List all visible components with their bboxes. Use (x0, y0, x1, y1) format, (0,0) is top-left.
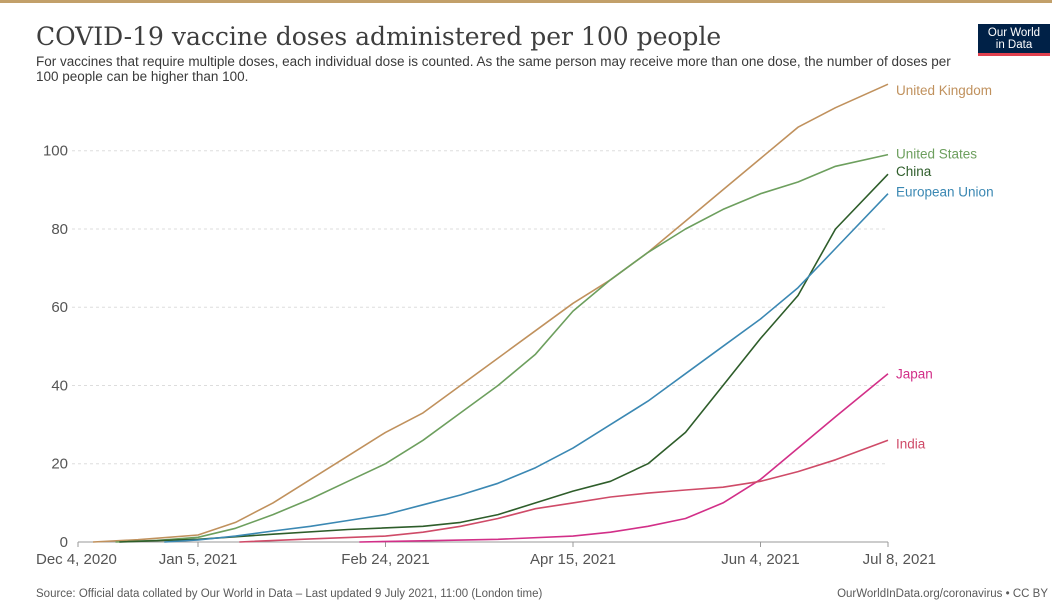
y-tick-label: 80 (51, 221, 68, 238)
series-label-india: India (896, 436, 926, 451)
series-label-china: China (896, 164, 932, 179)
y-tick-label: 60 (51, 299, 68, 316)
series-line-united-states[interactable] (115, 153, 889, 543)
series-labels: United Kingdom United States China European… (896, 83, 994, 451)
y-axis-tick-labels: 0 20 40 60 80 100 (43, 143, 68, 551)
series-line-japan[interactable] (359, 373, 889, 543)
x-tick-label: Jan 5, 2021 (159, 551, 237, 568)
logo-line-2: in Data (995, 39, 1033, 51)
x-tick-label: Feb 24, 2021 (341, 551, 429, 568)
y-tick-label: 20 (51, 456, 68, 473)
y-tick-label: 0 (60, 534, 68, 551)
x-tick-label: Jul 8, 2021 (863, 551, 936, 568)
chart-title: COVID-19 vaccine doses administered per … (36, 22, 722, 51)
footer-link[interactable]: OurWorldInData.org/coronavirus • CC BY (837, 588, 1048, 600)
series-label-european-union: European Union (896, 185, 994, 200)
series-label-japan: Japan (896, 367, 933, 382)
x-axis-tick-labels: Dec 4, 2020 Jan 5, 2021 Feb 24, 2021 Apr 15… (36, 542, 936, 568)
top-rule (0, 0, 1052, 3)
owid-logo[interactable]: Our World in Data (978, 24, 1050, 56)
footer-source: Source: Official data collated by Our Wo… (36, 588, 543, 600)
series-line-european-union[interactable] (164, 193, 889, 543)
x-tick-label: Jun 4, 2021 (721, 551, 799, 568)
y-tick-label: 40 (51, 377, 68, 394)
series-line-india[interactable] (239, 439, 889, 543)
grid-lines (72, 150, 888, 465)
series-lines (92, 83, 889, 543)
series-label-united-states: United States (896, 147, 977, 162)
y-tick-label: 100 (43, 143, 68, 160)
series-line-china[interactable] (119, 173, 889, 543)
series-line-united-kingdom[interactable] (92, 83, 889, 543)
chart-subtitle: For vaccines that require multiple doses… (36, 54, 951, 84)
logo-line-1: Our World (987, 27, 1041, 39)
series-label-united-kingdom: United Kingdom (896, 83, 992, 98)
x-tick-label: Dec 4, 2020 (36, 551, 117, 568)
x-tick-label: Apr 15, 2021 (530, 551, 616, 568)
